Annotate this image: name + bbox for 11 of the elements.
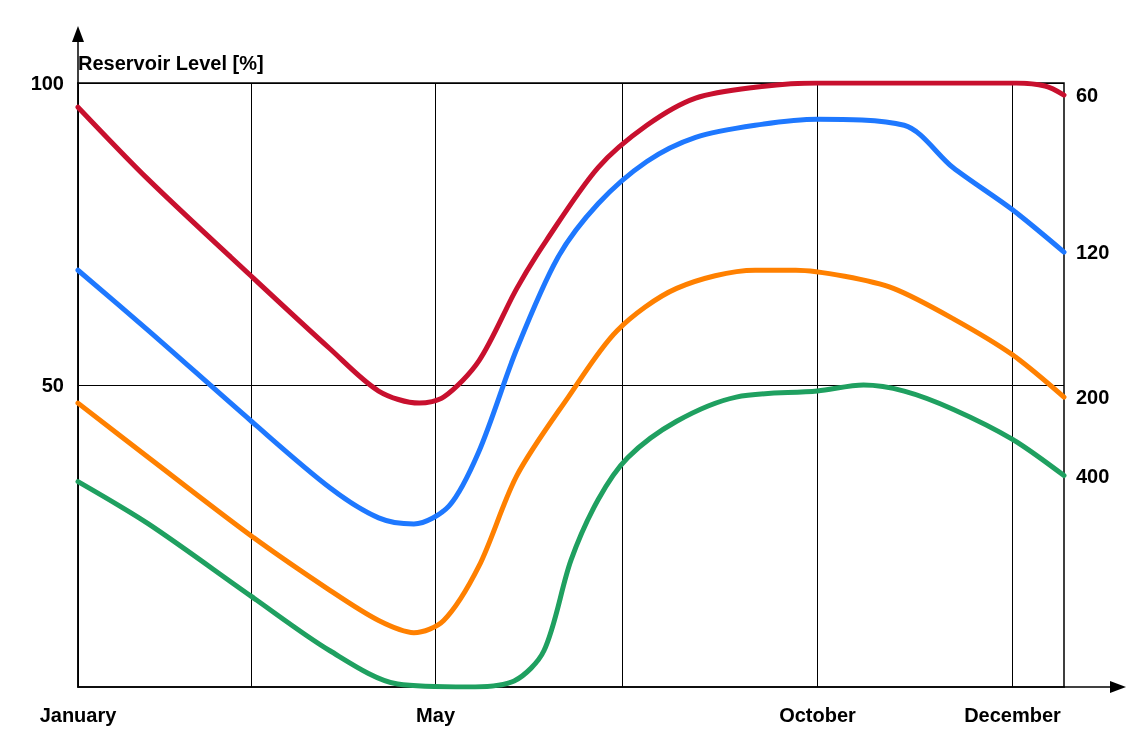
x-tick-label: January (39, 704, 118, 726)
y-tick-label: 100 (30, 72, 64, 94)
y-tick-label: 50 (41, 374, 64, 396)
x-tick-label: May (416, 704, 456, 726)
x-tick-label: October (779, 704, 857, 726)
series-label: 60 (1076, 84, 1099, 107)
series-label: 120 (1076, 241, 1110, 264)
series-label: 400 (1076, 464, 1110, 487)
y-axis-title: Reservoir Level [%] (78, 52, 264, 74)
series-label: 200 (1076, 386, 1110, 409)
x-tick-label: December (964, 704, 1062, 726)
